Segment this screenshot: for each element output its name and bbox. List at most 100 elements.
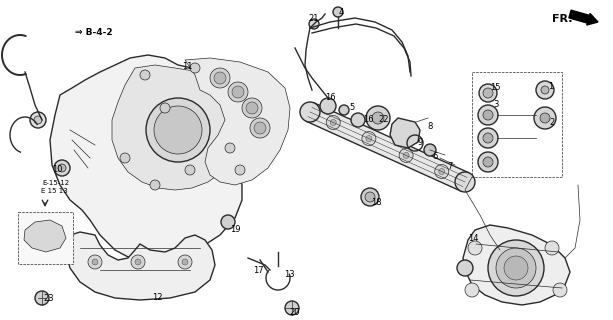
Text: 6: 6	[432, 152, 437, 161]
Circle shape	[351, 113, 365, 127]
Circle shape	[534, 107, 556, 129]
Text: FR.: FR.	[552, 14, 573, 24]
Text: 9: 9	[418, 138, 423, 147]
Text: 7: 7	[447, 162, 452, 171]
Circle shape	[479, 84, 497, 102]
Circle shape	[457, 260, 473, 276]
Text: 17: 17	[253, 266, 264, 275]
Circle shape	[30, 112, 46, 128]
Circle shape	[120, 153, 130, 163]
Text: 18: 18	[371, 198, 382, 207]
Circle shape	[235, 165, 245, 175]
Text: 1: 1	[548, 82, 554, 91]
Circle shape	[478, 128, 498, 148]
Circle shape	[541, 86, 549, 94]
Text: 15: 15	[490, 83, 500, 92]
Circle shape	[190, 63, 200, 73]
Circle shape	[34, 116, 42, 124]
Circle shape	[131, 255, 145, 269]
Polygon shape	[112, 65, 238, 190]
Circle shape	[483, 157, 493, 167]
Circle shape	[254, 122, 266, 134]
Circle shape	[54, 160, 70, 176]
Circle shape	[300, 102, 320, 122]
Circle shape	[365, 192, 375, 202]
Polygon shape	[306, 103, 469, 191]
Polygon shape	[185, 58, 290, 185]
Circle shape	[185, 165, 195, 175]
Circle shape	[88, 255, 102, 269]
Circle shape	[366, 106, 390, 130]
Circle shape	[483, 88, 493, 98]
Circle shape	[465, 283, 479, 297]
Circle shape	[182, 259, 188, 265]
Text: 4: 4	[339, 8, 345, 17]
Text: 20: 20	[289, 308, 300, 317]
Circle shape	[366, 136, 372, 141]
Polygon shape	[390, 118, 420, 148]
Text: 12: 12	[152, 293, 162, 302]
Text: 19: 19	[230, 225, 240, 234]
Text: 5: 5	[349, 103, 354, 112]
Polygon shape	[50, 55, 250, 262]
Circle shape	[455, 172, 475, 192]
Circle shape	[246, 102, 258, 114]
Polygon shape	[463, 225, 570, 305]
Circle shape	[483, 110, 493, 120]
Circle shape	[362, 132, 376, 146]
Circle shape	[504, 256, 528, 280]
Circle shape	[221, 215, 235, 229]
FancyBboxPatch shape	[18, 212, 73, 264]
Circle shape	[285, 301, 299, 315]
Circle shape	[468, 241, 482, 255]
Circle shape	[150, 180, 160, 190]
Circle shape	[478, 105, 498, 125]
Circle shape	[58, 164, 66, 172]
Text: E-15-12: E-15-12	[42, 180, 69, 186]
Text: 10: 10	[52, 165, 63, 174]
Circle shape	[361, 188, 379, 206]
Circle shape	[339, 105, 349, 115]
Circle shape	[154, 106, 202, 154]
Circle shape	[228, 82, 248, 102]
Circle shape	[242, 98, 262, 118]
Circle shape	[326, 116, 340, 130]
Circle shape	[496, 248, 536, 288]
Circle shape	[478, 152, 498, 172]
Circle shape	[309, 19, 319, 29]
Polygon shape	[62, 232, 215, 300]
FancyArrow shape	[569, 10, 598, 25]
Text: 22: 22	[378, 115, 389, 124]
Circle shape	[250, 118, 270, 138]
Circle shape	[540, 113, 550, 123]
Text: ⇒ B-4-2: ⇒ B-4-2	[75, 28, 113, 37]
Circle shape	[92, 259, 98, 265]
Text: E 15 13: E 15 13	[41, 188, 68, 194]
Circle shape	[435, 164, 449, 179]
Circle shape	[333, 7, 343, 17]
Circle shape	[545, 241, 559, 255]
Circle shape	[330, 119, 337, 125]
Circle shape	[372, 112, 384, 124]
Text: 23: 23	[43, 294, 53, 303]
Circle shape	[35, 291, 49, 305]
Circle shape	[210, 68, 230, 88]
Text: 16: 16	[363, 115, 374, 124]
Circle shape	[439, 169, 445, 174]
Text: 13: 13	[284, 270, 295, 279]
Circle shape	[140, 70, 150, 80]
Circle shape	[225, 143, 235, 153]
Text: 11: 11	[182, 62, 192, 71]
Circle shape	[214, 72, 226, 84]
Text: 2: 2	[549, 118, 554, 127]
Text: 21: 21	[308, 14, 319, 23]
Circle shape	[403, 152, 409, 158]
Text: 8: 8	[427, 122, 432, 131]
Circle shape	[320, 98, 336, 114]
Polygon shape	[24, 220, 66, 252]
Circle shape	[178, 255, 192, 269]
Circle shape	[488, 240, 544, 296]
Circle shape	[399, 148, 413, 163]
Text: 3: 3	[493, 100, 498, 109]
Circle shape	[553, 283, 567, 297]
